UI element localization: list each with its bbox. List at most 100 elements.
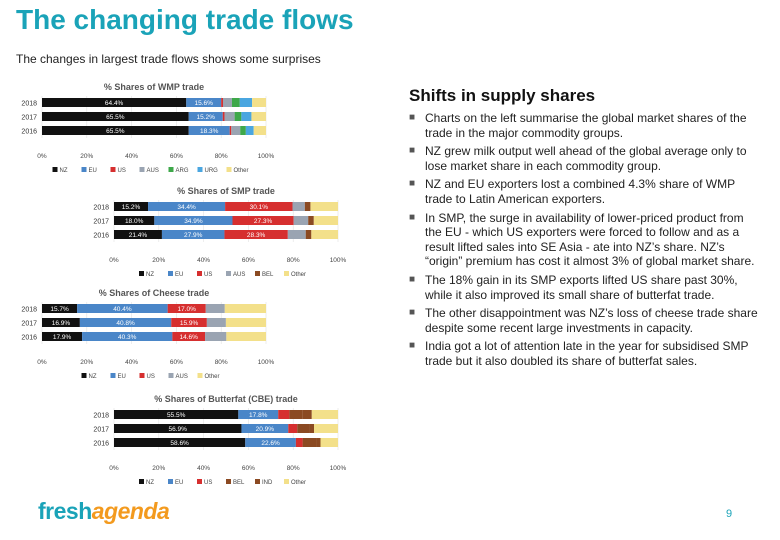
- tick-label: 20%: [152, 465, 165, 472]
- legend-label: AUS: [176, 374, 188, 380]
- data-label: 18.3%: [200, 128, 219, 135]
- smp-share-chart: % Shares of SMP trade 2018 15.2% 34.4% 30.1%…: [80, 182, 348, 282]
- bar-segment-ind: [316, 438, 321, 447]
- bar-segment-nz: [114, 216, 155, 225]
- bar-segment-eu: [188, 126, 230, 135]
- butterfat-share-chart: % Shares of Butterfat (CBE) trade 2018 55.…: [80, 390, 348, 490]
- bar-segment-nz: [42, 98, 187, 107]
- bullet-text: Charts on the left summarise the global …: [425, 111, 747, 140]
- tick-label: 100%: [330, 465, 347, 472]
- bullet-icon: ■: [409, 340, 416, 352]
- page-title: The changing trade flows: [16, 4, 354, 35]
- data-label: 15.9%: [180, 320, 199, 327]
- bar-segment-nz: [42, 304, 78, 313]
- bar-segment-urg: [245, 126, 254, 135]
- legend-swatch: [139, 373, 145, 378]
- bar-segment-other: [253, 126, 266, 135]
- bar-segment-bel: [302, 438, 317, 447]
- bullet-item: ■ NZ and EU exporters lost a combined 4.3…: [406, 177, 762, 206]
- logo-fresh: fresh: [38, 498, 92, 524]
- bar-segment-eu: [188, 112, 223, 121]
- data-label: 40.8%: [116, 320, 135, 327]
- bar-segment-eu: [161, 230, 225, 239]
- bar-segment-other: [311, 230, 338, 239]
- data-label: 17.0%: [177, 306, 196, 313]
- tick-label: 40%: [125, 359, 138, 366]
- category-label: 2018: [21, 307, 37, 314]
- cheese-share-chart: % Shares of Cheese trade 2018 15.7% 40.4% 17…: [8, 284, 276, 384]
- legend-label: NZ: [89, 374, 97, 380]
- bar-segment-eu: [245, 438, 296, 447]
- bullet-icon: ■: [409, 112, 416, 123]
- legend-label: Other: [205, 374, 220, 380]
- data-label: 17.8%: [249, 412, 268, 419]
- bar-segment-nz: [114, 424, 242, 433]
- legend-swatch: [81, 167, 87, 172]
- chart-svg: % Shares of WMP trade 2018 64.4% 15.6% 2017 6…: [21, 82, 274, 174]
- data-label: 65.5%: [106, 114, 125, 121]
- bar-segment-us: [167, 304, 206, 313]
- legend-swatch: [139, 479, 144, 484]
- legend-swatch: [284, 271, 289, 276]
- chart-title: % Shares of WMP trade: [104, 82, 204, 92]
- tick-label: 80%: [287, 465, 300, 472]
- tick-label: 0%: [37, 359, 47, 366]
- bar-segment-bel: [297, 424, 310, 433]
- category-label: 2016: [93, 233, 109, 240]
- legend-swatch: [197, 479, 202, 484]
- data-label: 17.9%: [53, 334, 72, 341]
- tick-label: 20%: [152, 257, 165, 264]
- bar-segment-aus: [231, 126, 241, 135]
- data-label: 16.9%: [52, 320, 71, 327]
- legend-label: US: [147, 374, 155, 380]
- tick-label: 60%: [242, 257, 255, 264]
- tick-label: 100%: [258, 359, 275, 366]
- legend-label: AUS: [233, 272, 245, 278]
- chart-svg: % Shares of SMP trade 2018 15.2% 34.4% 30.1%…: [93, 186, 346, 278]
- legend-label: EU: [175, 272, 183, 278]
- page-number: 9: [726, 508, 733, 520]
- legend-label: Other: [291, 480, 306, 486]
- data-label: 27.9%: [184, 232, 203, 239]
- data-label: 15.7%: [50, 306, 69, 313]
- bullet-text: The other disappointment was NZ’s loss o…: [425, 306, 758, 335]
- bullet-item: ■ NZ grew milk output well ahead of the g…: [406, 144, 762, 173]
- bar-segment-aus: [293, 216, 309, 225]
- logo-agenda: agenda: [91, 498, 170, 524]
- tick-label: 80%: [287, 257, 300, 264]
- tick-label: 60%: [242, 465, 255, 472]
- chart-svg: % Shares of Butterfat (CBE) trade 2018 55.…: [93, 394, 347, 486]
- legend-swatch: [168, 271, 173, 276]
- legend-swatch: [255, 479, 260, 484]
- tick-label: 80%: [215, 359, 228, 366]
- bar-segment-ind: [302, 410, 312, 419]
- legend-swatch: [226, 271, 231, 276]
- chart-svg: % Shares of Cheese trade 2018 15.7% 40.4% 17…: [21, 288, 275, 380]
- bar-segment-other: [251, 112, 266, 121]
- bullet-item: ■ India got a lot of attention late in th…: [406, 339, 762, 368]
- legend-label: Other: [291, 272, 306, 278]
- bar-segment-aus: [205, 332, 227, 341]
- bullet-text: In SMP, the surge in availability of low…: [425, 210, 755, 269]
- data-label: 30.1%: [250, 204, 269, 211]
- chart-title: % Shares of Butterfat (CBE) trade: [154, 394, 298, 404]
- bar-segment-us: [229, 126, 232, 135]
- bar-segment-nz: [42, 112, 189, 121]
- category-label: 2017: [21, 321, 37, 328]
- data-label: 14.6%: [180, 334, 199, 341]
- bar-segment-other: [313, 216, 338, 225]
- chart-title: % Shares of Cheese trade: [99, 288, 210, 298]
- bar-segment-arg: [231, 98, 240, 107]
- bar-segment-other: [310, 202, 338, 211]
- freshagenda-logo: freshagenda: [38, 498, 170, 525]
- tick-label: 20%: [80, 153, 93, 160]
- bar-segment-other: [311, 410, 338, 419]
- data-label: 21.4%: [129, 232, 148, 239]
- bar-segment-other: [224, 304, 266, 313]
- category-label: 2017: [93, 427, 109, 434]
- legend-label: Other: [234, 168, 249, 174]
- legend-swatch: [110, 373, 116, 378]
- bar-segment-eu: [77, 304, 168, 313]
- bar-segment-other: [225, 318, 266, 327]
- bar-segment-nz: [42, 318, 80, 327]
